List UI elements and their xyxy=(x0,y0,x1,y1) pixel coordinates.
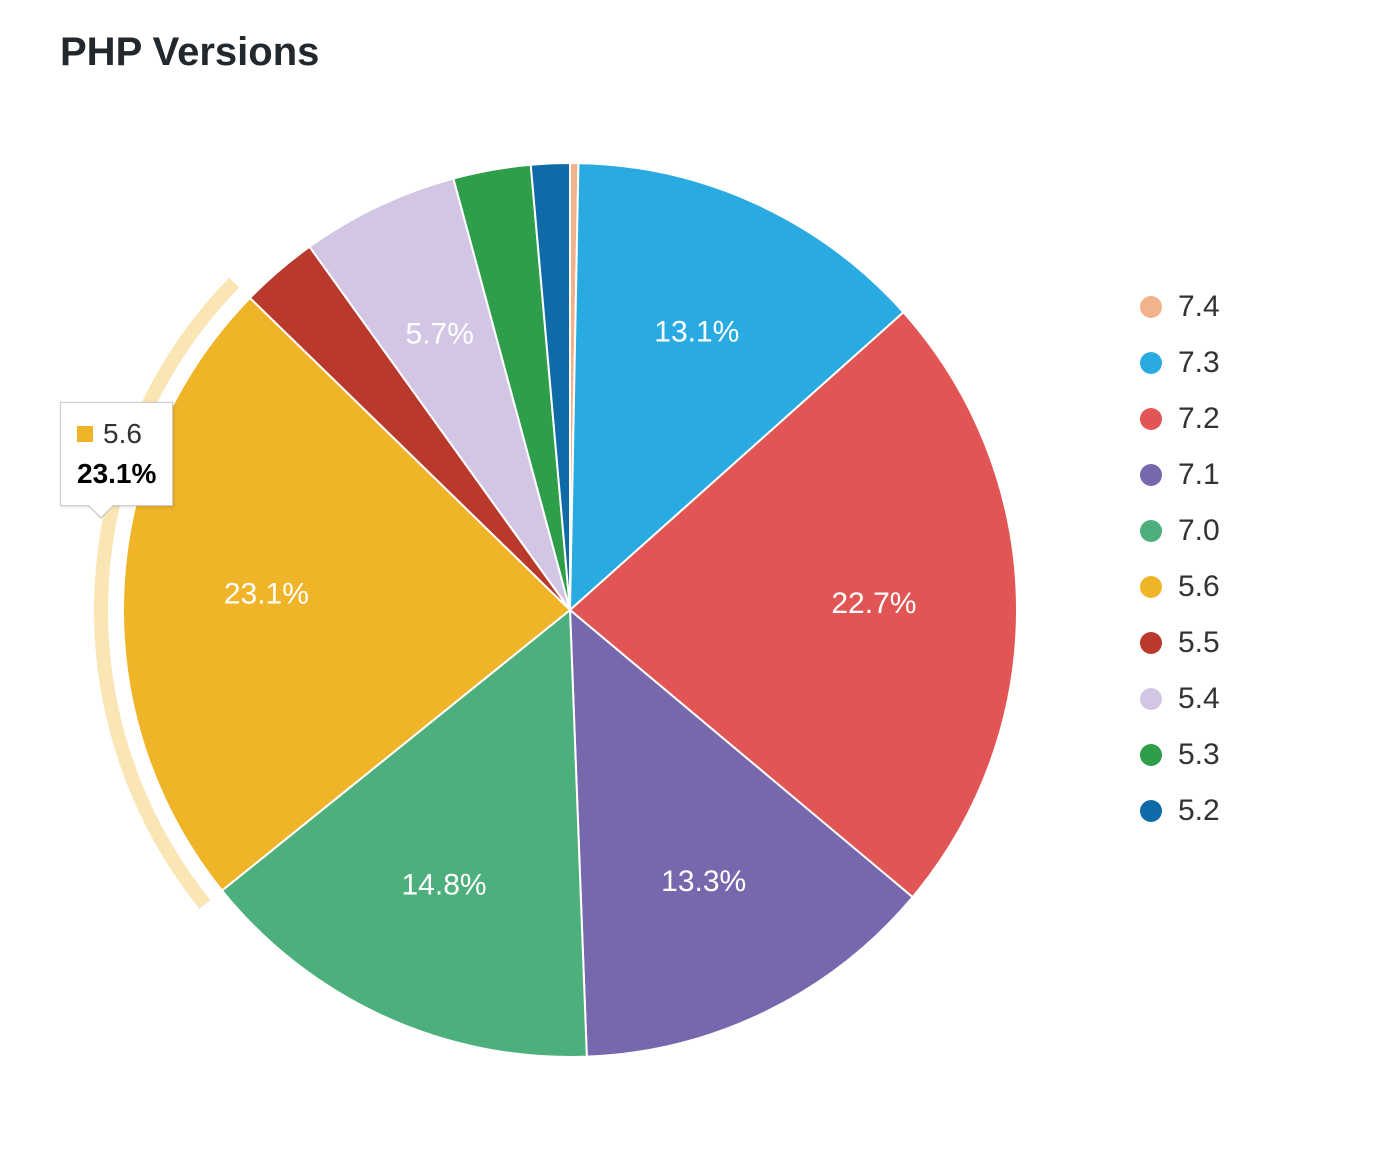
legend-item[interactable]: 7.2 xyxy=(1140,402,1340,436)
legend-item[interactable]: 5.2 xyxy=(1140,794,1340,828)
legend-item[interactable]: 5.5 xyxy=(1140,626,1340,660)
legend-swatch xyxy=(1140,744,1162,766)
legend-swatch xyxy=(1140,520,1162,542)
legend-label: 5.6 xyxy=(1178,570,1220,604)
pie-slice-label: 5.7% xyxy=(406,317,474,350)
legend-item[interactable]: 5.3 xyxy=(1140,738,1340,772)
legend-item[interactable]: 7.1 xyxy=(1140,458,1340,492)
pie-chart[interactable]: 13.1% 22.7% 13.3% 14.8% 23.1% 5.7% xyxy=(60,90,1080,1130)
legend-label: 7.4 xyxy=(1178,290,1220,324)
legend-item[interactable]: 7.4 xyxy=(1140,290,1340,324)
legend-label: 5.2 xyxy=(1178,794,1220,828)
legend-swatch xyxy=(1140,800,1162,822)
tooltip-value: 23.1% xyxy=(77,455,156,493)
legend-swatch xyxy=(1140,632,1162,654)
legend-label: 5.3 xyxy=(1178,738,1220,772)
chart-legend: 7.4 7.3 7.2 7.1 7.0 5.6 5.5 5.4 5.3 5.2 xyxy=(1140,290,1340,850)
legend-swatch xyxy=(1140,688,1162,710)
legend-label: 7.0 xyxy=(1178,514,1220,548)
legend-item[interactable]: 7.0 xyxy=(1140,514,1340,548)
legend-swatch xyxy=(1140,296,1162,318)
legend-item[interactable]: 7.3 xyxy=(1140,346,1340,380)
legend-swatch xyxy=(1140,352,1162,374)
chart-container: PHP Versions 13.1%22.7%13.3%14.8%23.1%5.… xyxy=(0,0,1390,1156)
legend-label: 5.5 xyxy=(1178,626,1220,660)
legend-label: 7.2 xyxy=(1178,402,1220,436)
pie-slice-label: 23.1% xyxy=(224,578,309,611)
legend-label: 5.4 xyxy=(1178,682,1220,716)
tooltip-swatch xyxy=(77,426,93,442)
legend-label: 7.3 xyxy=(1178,346,1220,380)
legend-swatch xyxy=(1140,576,1162,598)
pie-slice-label: 22.7% xyxy=(831,587,916,620)
pie-slice-label: 13.1% xyxy=(654,316,739,349)
tooltip-label: 5.6 xyxy=(103,415,142,453)
legend-item[interactable]: 5.4 xyxy=(1140,682,1340,716)
chart-tooltip: 5.6 23.1% xyxy=(60,402,173,506)
legend-swatch xyxy=(1140,408,1162,430)
chart-title: PHP Versions xyxy=(60,30,319,75)
legend-label: 7.1 xyxy=(1178,458,1220,492)
legend-swatch xyxy=(1140,464,1162,486)
pie-slice-label: 14.8% xyxy=(402,869,487,902)
legend-item[interactable]: 5.6 xyxy=(1140,570,1340,604)
pie-slice-label: 13.3% xyxy=(661,865,746,898)
